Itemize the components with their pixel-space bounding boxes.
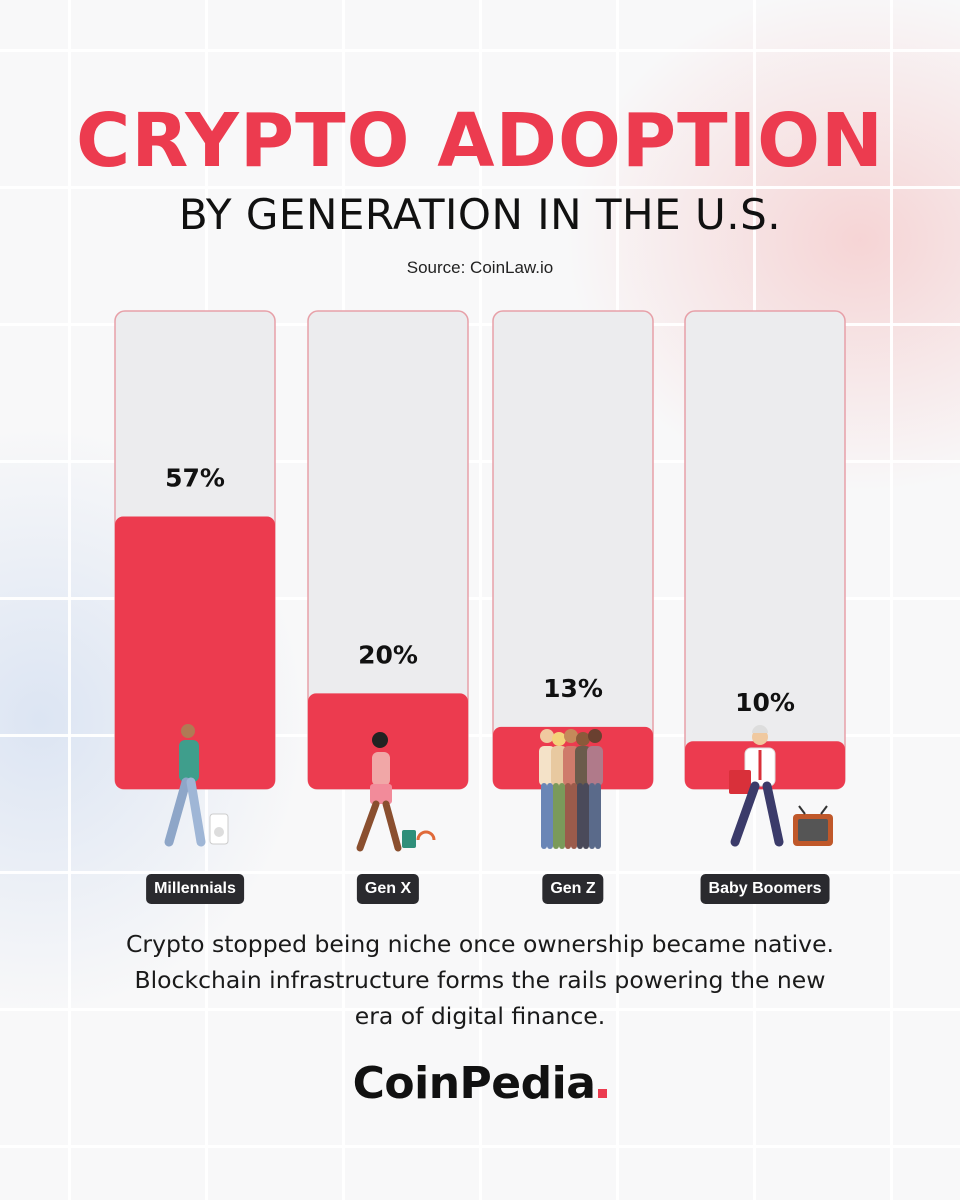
brand-logo: CoinPedia [0, 1058, 960, 1109]
category-label-millennials: Millennials [146, 874, 244, 904]
category-label-baby-boomers: Baby Boomers [700, 874, 830, 904]
person-walking-headphones-icon [356, 732, 436, 852]
category-label-gen-z: Gen Z [542, 874, 604, 904]
data-label-baby-boomers: 10% [735, 688, 795, 717]
bar-track-gen-z [492, 310, 654, 790]
chart-title: CRYPTO ADOPTION [76, 98, 884, 184]
data-label-millennials: 57% [165, 464, 225, 493]
bar-track-baby-boomers [684, 310, 846, 790]
bar-gen-x [308, 693, 468, 789]
brand-name: CoinPedia [352, 1058, 596, 1109]
group-selfie-icon [539, 729, 603, 849]
chart-subtitle: BY GENERATION IN THE U.S. [178, 190, 782, 239]
footer-text: Crypto stopped being niche once ownershi… [126, 930, 834, 1030]
source-note: Source: CoinLaw.io [406, 258, 554, 277]
businessman-tv-icon [729, 725, 833, 847]
data-label-gen-x: 20% [358, 640, 418, 669]
category-label-gen-x: Gen X [356, 874, 420, 904]
person-walking-music-player-icon [164, 724, 229, 847]
bar-millennials [115, 516, 275, 789]
data-label-gen-z: 13% [543, 674, 603, 703]
brand-dot [598, 1089, 608, 1098]
